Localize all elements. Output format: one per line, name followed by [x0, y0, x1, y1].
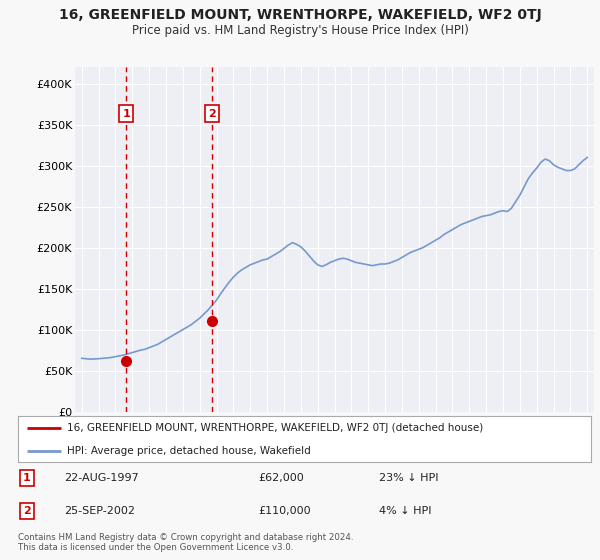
Text: 4% ↓ HPI: 4% ↓ HPI [379, 506, 431, 516]
Text: 16, GREENFIELD MOUNT, WRENTHORPE, WAKEFIELD, WF2 0TJ (detached house): 16, GREENFIELD MOUNT, WRENTHORPE, WAKEFI… [67, 423, 483, 433]
Text: 2: 2 [23, 506, 31, 516]
Text: £62,000: £62,000 [259, 473, 304, 483]
Text: 22-AUG-1997: 22-AUG-1997 [64, 473, 139, 483]
Text: 1: 1 [23, 473, 31, 483]
Text: £110,000: £110,000 [259, 506, 311, 516]
Text: Contains HM Land Registry data © Crown copyright and database right 2024.: Contains HM Land Registry data © Crown c… [18, 533, 353, 542]
Text: 16, GREENFIELD MOUNT, WRENTHORPE, WAKEFIELD, WF2 0TJ: 16, GREENFIELD MOUNT, WRENTHORPE, WAKEFI… [59, 8, 541, 22]
Text: Price paid vs. HM Land Registry's House Price Index (HPI): Price paid vs. HM Land Registry's House … [131, 24, 469, 36]
Text: 2: 2 [208, 109, 216, 119]
Text: 25-SEP-2002: 25-SEP-2002 [64, 506, 135, 516]
Text: This data is licensed under the Open Government Licence v3.0.: This data is licensed under the Open Gov… [18, 543, 293, 552]
Text: HPI: Average price, detached house, Wakefield: HPI: Average price, detached house, Wake… [67, 446, 310, 456]
Text: 1: 1 [122, 109, 130, 119]
Text: 23% ↓ HPI: 23% ↓ HPI [379, 473, 439, 483]
